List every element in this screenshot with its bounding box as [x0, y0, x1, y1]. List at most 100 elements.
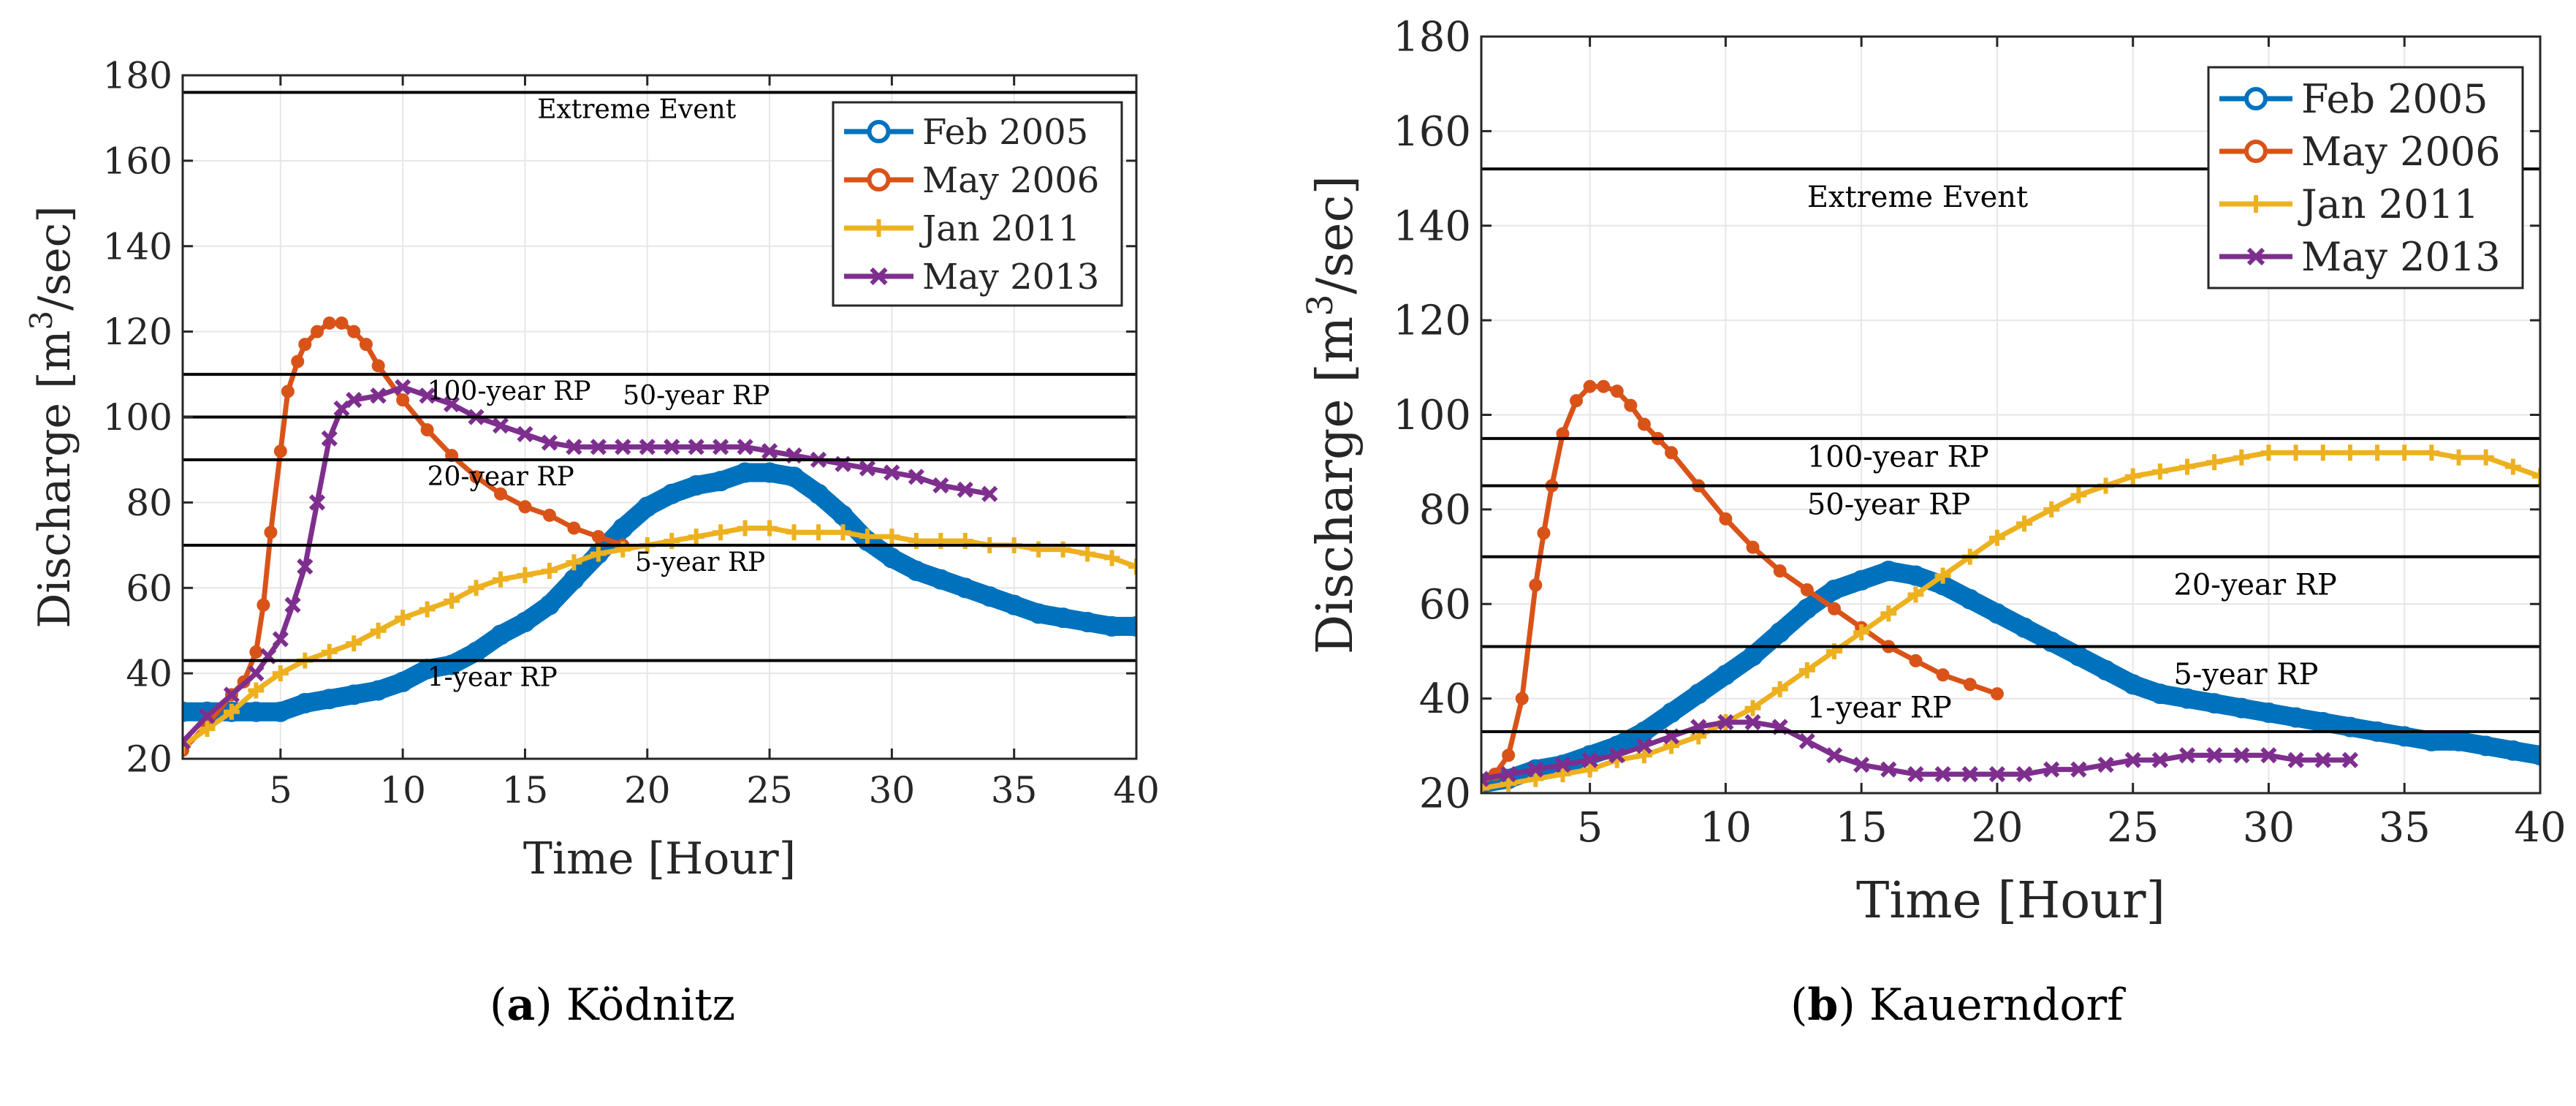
panel-b-series-2-point-34: [2396, 444, 2413, 461]
panel-a-series-3-point-27: [737, 439, 753, 455]
panel-a-series-0-point-7: [343, 684, 365, 705]
panel-a-series-2-point-38: [1103, 550, 1120, 567]
panel-a-series-3-point-6: [284, 596, 301, 613]
panel-a-series-1-point-10: [298, 338, 312, 352]
panel-a-legend-marker-3: [870, 267, 888, 286]
panel-b-series-0-point-39: [2530, 745, 2540, 766]
panel-b-series-3-point-5: [1608, 747, 1625, 764]
panel-a-series-0-point-36: [1052, 607, 1074, 629]
panel-a-series-2-point-25: [786, 524, 802, 541]
panel-b-series-line-2: [1481, 450, 2540, 792]
panel-b-series-1-point-12: [1624, 398, 1638, 412]
panel-b-series-3-point-30: [2287, 751, 2304, 768]
panel-b-series-3-point-0: [1481, 770, 1490, 787]
panel-b-legend-marker-2: [2247, 195, 2265, 213]
panel-b-series-0-point-34: [2394, 726, 2415, 747]
panel-a-series-1-point-5: [257, 598, 270, 612]
panel-b-series-0-point-38: [2502, 740, 2523, 761]
panel-a-series-2-point-6: [321, 643, 338, 660]
panel-a-series-0-point-37: [1077, 612, 1098, 632]
panel-a-series-3-point-20: [566, 439, 582, 455]
panel-a-series-1-point-24: [567, 521, 581, 535]
panel-b-series-0-point-15: [1878, 560, 1899, 581]
panel-b-ytick-label-7: 160: [1393, 108, 1471, 156]
panel-a-series-0-point-18: [612, 518, 634, 539]
panel-b-threshold-label-2: 50-year RP: [1807, 488, 1970, 521]
panel-a-series-2-point-3: [248, 682, 265, 699]
panel-b-series-1-point-21: [1828, 602, 1841, 616]
panel-b-legend-marker-0: [2244, 87, 2268, 110]
panel-b-legend-label-3: May 2013: [2301, 234, 2501, 280]
panel-b-series-2-point-0: [1481, 780, 1489, 793]
panel-a-series-1-point-16: [371, 359, 385, 373]
panel-a-xtick-label-3: 20: [624, 769, 671, 811]
panel-a-series-3-point-23: [639, 439, 656, 455]
panel-b-series-1-point-15: [1665, 446, 1679, 460]
panel-a-series-2-point-14: [517, 567, 533, 583]
panel-a-series-3-point-35: [932, 477, 949, 494]
panel-b-series-1-point-13: [1637, 417, 1651, 431]
panel-b-series-2-point-38: [2504, 458, 2521, 475]
panel-b-series-3-point-15: [1880, 761, 1897, 778]
panel-b-ylabel: Discharge [m3/sec]: [1301, 175, 1364, 654]
panel-b-series-2-point-27: [2206, 454, 2223, 471]
panel-a-series-3-point-8: [308, 494, 326, 511]
panel-b-legend-label-2: Jan 2011: [2298, 181, 2479, 227]
panel-a-series-0-point-39: [1126, 616, 1136, 637]
panel-b-series-3-point-18: [1961, 766, 1978, 783]
panel-a-ytick-label-2: 60: [126, 567, 172, 610]
panel-a-series-0-point-13: [490, 624, 511, 645]
panel-b-legend-marker-1: [2244, 140, 2268, 163]
panel-b-series-2-point-32: [2341, 444, 2358, 461]
panel-b-series-3-point-20: [2015, 766, 2033, 783]
panel-a-series-2-point-29: [884, 529, 900, 545]
panel-a-xtick-label-0: 5: [269, 769, 292, 811]
panel-a-ytick-label-8: 180: [103, 55, 172, 97]
panel-b-series-2-point-24: [2124, 468, 2141, 485]
panel-a-series-0-point-19: [637, 496, 658, 518]
panel-b-series-3-point-27: [2206, 747, 2223, 764]
panel-b-series-2-point-12: [1798, 662, 1815, 678]
panel-a-ytick-label-1: 40: [126, 653, 172, 695]
panel-b-series-line-1: [1481, 384, 2000, 787]
panel-a-ytick-label-3: 80: [126, 482, 172, 524]
panel-a-xtick-label-2: 15: [502, 769, 549, 811]
panel-a-series-2-point-22: [713, 524, 729, 541]
panel-a-series-2-point-27: [835, 524, 851, 541]
panel-b-series-3-point-25: [2151, 751, 2168, 768]
panel-a-series-line-3: [183, 385, 992, 745]
panel-b-series-3-point-23: [2097, 757, 2114, 773]
panel-b-series-3-point-2: [1527, 761, 1544, 778]
panel-b-series-2-point-33: [2369, 444, 2386, 461]
panel-a-series-3-point-37: [981, 485, 998, 502]
panel-b-series-2-point-29: [2260, 444, 2277, 461]
panel-a-series-2-point-12: [468, 580, 485, 596]
panel-b-xtick-label-0: 5: [1577, 804, 1603, 852]
panel-a-series-1-point-20: [469, 470, 483, 484]
panel-a-xlabel: Time [Hour]: [523, 833, 796, 885]
panel-b-series-1-point-10: [1597, 379, 1611, 393]
panel-b-series-2-point-30: [2287, 444, 2304, 461]
panel-a-series-line-0: [183, 463, 1136, 721]
panel-b-xlabel: Time [Hour]: [1856, 872, 2165, 930]
panel-b-series-2-point-36: [2450, 449, 2467, 466]
panel-a-series-1-point-11: [311, 325, 324, 338]
panel-b-series-0-point-20: [2014, 617, 2035, 638]
panel-a-series-2-point-13: [493, 571, 509, 588]
panel-a-series-1-point-12: [322, 316, 336, 330]
panel-a-series-0-point-5: [295, 693, 316, 714]
panel-a-series-0-point-12: [466, 641, 487, 662]
panel-b-series-1-point-27: [1990, 687, 2004, 701]
panel-b-series-3-point-12: [1798, 732, 1815, 749]
panel-b-series-0-point-27: [2204, 693, 2225, 714]
panel-b-series-3-point-9: [1717, 713, 1734, 731]
panel-b-xtick-label-7: 40: [2514, 804, 2566, 852]
panel-a-series-2-point-17: [590, 545, 607, 562]
panel-b-series-2-point-31: [2314, 444, 2331, 461]
panel-a-xtick-label-1: 10: [379, 769, 426, 811]
panel-a-series-1-point-22: [518, 500, 532, 514]
panel-b-series-2-point-37: [2477, 449, 2494, 466]
panel-a-ylabel-tail: /sec]: [29, 205, 80, 311]
panel-a-series-3-point-36: [957, 481, 973, 498]
panel-b-series-2-point-21: [2043, 501, 2060, 518]
